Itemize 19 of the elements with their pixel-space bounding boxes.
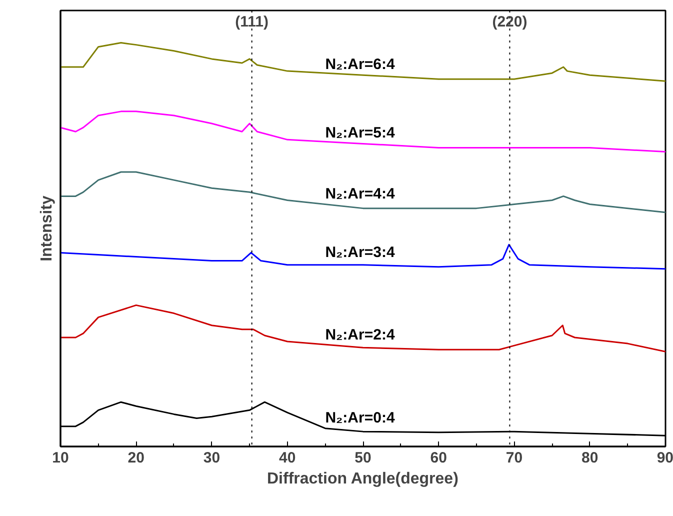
x-tick-label: 70 bbox=[506, 450, 523, 466]
series-label: N₂:Ar=0:4 bbox=[325, 409, 396, 426]
x-axis-title: Diffraction Angle(degree) bbox=[266, 470, 458, 488]
x-tick-label: 40 bbox=[279, 450, 296, 466]
x-tick-label: 80 bbox=[582, 450, 598, 466]
y-axis-title: Intensity bbox=[38, 196, 56, 262]
x-tick-label: 60 bbox=[430, 450, 447, 466]
x-tick-label: 20 bbox=[128, 450, 144, 466]
x-tick-label: 30 bbox=[203, 450, 220, 466]
x-tick-label: 90 bbox=[656, 450, 673, 466]
series-label: N₂:Ar=3:4 bbox=[325, 244, 396, 261]
x-tick-label: 10 bbox=[52, 450, 69, 466]
series-label: N₂:Ar=5:4 bbox=[325, 124, 396, 142]
annotation: (111) bbox=[235, 14, 269, 31]
series-label: N₂:Ar=6:4 bbox=[325, 56, 396, 74]
series-label: N₂:Ar=2:4 bbox=[325, 326, 396, 344]
x-tick-label: 50 bbox=[354, 450, 372, 466]
series-label: N₂:Ar=4:4 bbox=[325, 185, 396, 202]
annotation: (220) bbox=[492, 14, 528, 31]
